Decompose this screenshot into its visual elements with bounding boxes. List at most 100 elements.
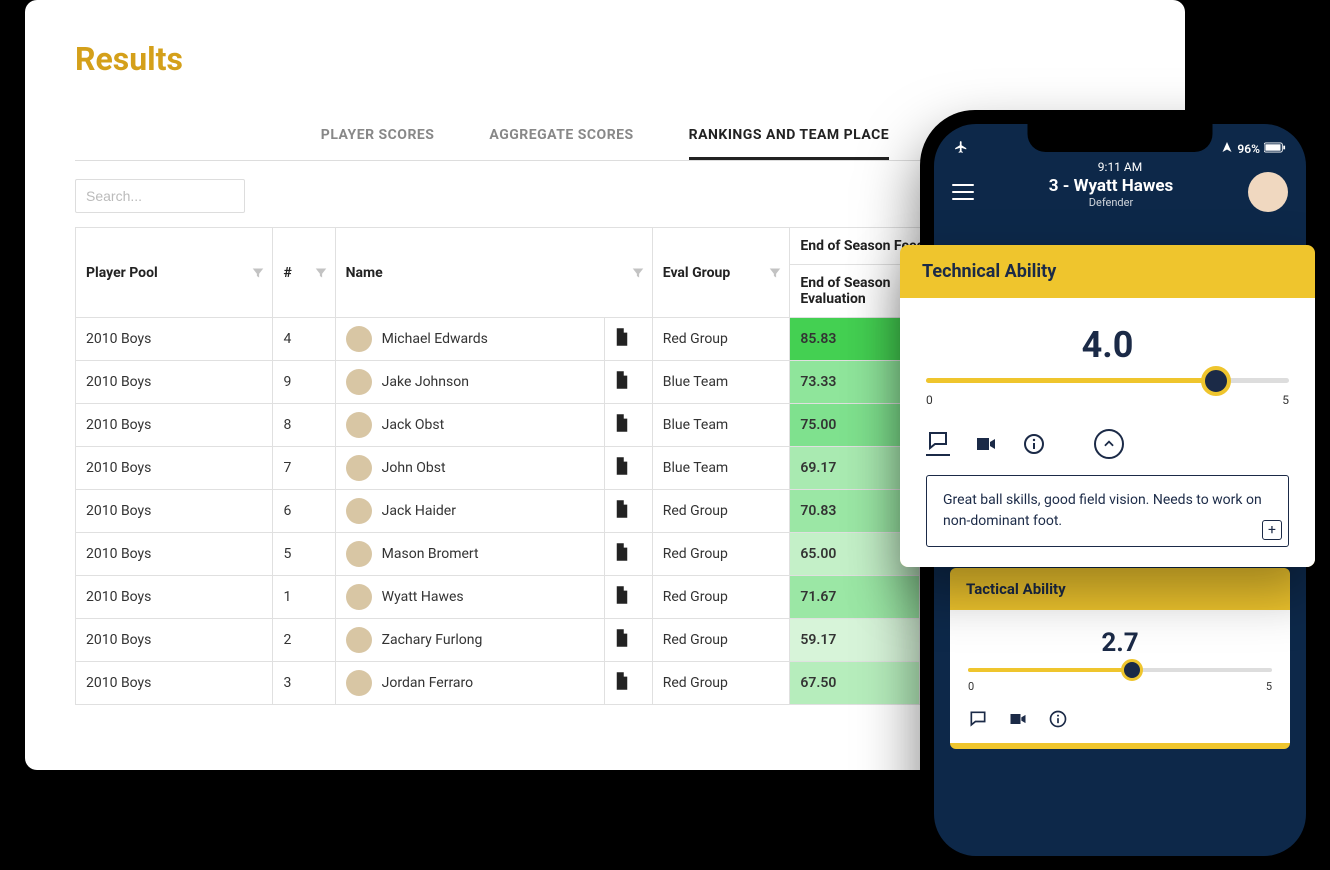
th-eval-label: End of Season Evaluation	[800, 275, 890, 307]
cell-pool: 2010 Boys	[76, 533, 273, 576]
cell-group: Red Group	[652, 619, 790, 662]
tactical-card: Tactical Ability 2.7 0 5	[950, 568, 1290, 749]
th-player-pool[interactable]: Player Pool	[76, 228, 273, 318]
cell-doc[interactable]	[604, 361, 652, 404]
cell-group: Red Group	[652, 318, 790, 361]
comment-icon[interactable]	[968, 709, 988, 729]
video-icon[interactable]	[1008, 709, 1028, 729]
cell-name: Wyatt Hawes	[335, 576, 604, 619]
cell-pool: 2010 Boys	[76, 361, 273, 404]
player-heading: 3 - Wyatt Hawes Defender	[1049, 176, 1174, 209]
battery-pct: 96%	[1237, 142, 1260, 156]
chevron-up-icon[interactable]	[1094, 429, 1124, 459]
technical-max: 5	[1282, 393, 1289, 407]
cell-doc[interactable]	[604, 576, 652, 619]
technical-slider-labels: 0 5	[926, 393, 1289, 407]
cell-num: 1	[273, 576, 335, 619]
page-title: Results	[75, 40, 1135, 78]
document-icon[interactable]	[615, 414, 629, 432]
filter-icon[interactable]	[769, 267, 781, 279]
tab-rankings[interactable]: RANKINGS AND TEAM PLACE	[689, 113, 890, 160]
document-icon[interactable]	[615, 500, 629, 518]
cell-doc[interactable]	[604, 533, 652, 576]
cell-pool: 2010 Boys	[76, 576, 273, 619]
status-time: 9:11 AM	[1098, 160, 1142, 174]
tactical-value: 2.7	[968, 628, 1272, 658]
th-player-pool-label: Player Pool	[86, 265, 158, 281]
cell-name: Jack Obst	[335, 404, 604, 447]
cell-group: Blue Team	[652, 404, 790, 447]
tactical-body: 2.7 0 5	[950, 610, 1290, 743]
cell-group: Red Group	[652, 490, 790, 533]
cell-num: 9	[273, 361, 335, 404]
document-icon[interactable]	[615, 328, 629, 346]
cell-name: Jack Haider	[335, 490, 604, 533]
cell-doc[interactable]	[604, 619, 652, 662]
document-icon[interactable]	[615, 629, 629, 647]
cell-name: Jordan Ferraro	[335, 662, 604, 705]
avatar	[346, 498, 372, 524]
filter-icon[interactable]	[315, 267, 327, 279]
technical-body: 4.0 0 5 Great ball skills, good field vi…	[900, 298, 1315, 567]
tactical-slider[interactable]	[968, 664, 1272, 672]
add-note-icon[interactable]: +	[1262, 520, 1282, 540]
cell-num: 2	[273, 619, 335, 662]
comment-icon[interactable]	[926, 432, 950, 456]
document-icon[interactable]	[615, 672, 629, 690]
technical-note: Great ball skills, good field vision. Ne…	[926, 475, 1289, 547]
cell-group: Blue Team	[652, 447, 790, 490]
avatar	[346, 369, 372, 395]
avatar	[346, 584, 372, 610]
hamburger-icon[interactable]	[952, 184, 974, 200]
cell-doc[interactable]	[604, 662, 652, 705]
player-avatar[interactable]	[1248, 172, 1288, 212]
cell-num: 4	[273, 318, 335, 361]
airplane-icon	[954, 140, 968, 157]
cell-eval: 67.50	[790, 662, 919, 705]
cell-group: Red Group	[652, 533, 790, 576]
technical-icons	[926, 429, 1289, 459]
technical-title: Technical Ability	[900, 245, 1315, 298]
tactical-min: 0	[968, 680, 974, 693]
technical-slider[interactable]	[926, 378, 1289, 383]
th-eval-group[interactable]: Eval Group	[652, 228, 790, 318]
cell-num: 6	[273, 490, 335, 533]
cell-name: John Obst	[335, 447, 604, 490]
document-icon[interactable]	[615, 371, 629, 389]
cell-eval: 59.17	[790, 619, 919, 662]
cell-doc[interactable]	[604, 447, 652, 490]
filter-icon[interactable]	[632, 267, 644, 279]
cell-num: 5	[273, 533, 335, 576]
status-right: 96%	[1221, 141, 1286, 156]
cell-eval: 71.67	[790, 576, 919, 619]
cell-pool: 2010 Boys	[76, 318, 273, 361]
document-icon[interactable]	[615, 586, 629, 604]
video-icon[interactable]	[974, 432, 998, 456]
document-icon[interactable]	[615, 543, 629, 561]
avatar	[346, 670, 372, 696]
cell-name: Zachary Furlong	[335, 619, 604, 662]
cell-num: 8	[273, 404, 335, 447]
filter-icon[interactable]	[252, 267, 264, 279]
tab-player-scores[interactable]: PLAYER SCORES	[321, 113, 435, 160]
th-number[interactable]: #	[273, 228, 335, 318]
avatar	[346, 627, 372, 653]
tab-aggregate-scores[interactable]: AGGREGATE SCORES	[489, 113, 633, 160]
avatar	[346, 326, 372, 352]
search-input[interactable]	[75, 179, 245, 213]
cell-group: Red Group	[652, 576, 790, 619]
cell-doc[interactable]	[604, 318, 652, 361]
technical-min: 0	[926, 393, 933, 407]
cell-pool: 2010 Boys	[76, 619, 273, 662]
info-icon[interactable]	[1048, 709, 1068, 729]
cell-name: Michael Edwards	[335, 318, 604, 361]
document-icon[interactable]	[615, 457, 629, 475]
info-icon[interactable]	[1022, 432, 1046, 456]
cell-pool: 2010 Boys	[76, 404, 273, 447]
tactical-title: Tactical Ability	[950, 568, 1290, 610]
cell-doc[interactable]	[604, 490, 652, 533]
th-name[interactable]: Name	[335, 228, 652, 318]
technical-value: 4.0	[926, 324, 1289, 366]
cell-name: Mason Bromert	[335, 533, 604, 576]
cell-doc[interactable]	[604, 404, 652, 447]
